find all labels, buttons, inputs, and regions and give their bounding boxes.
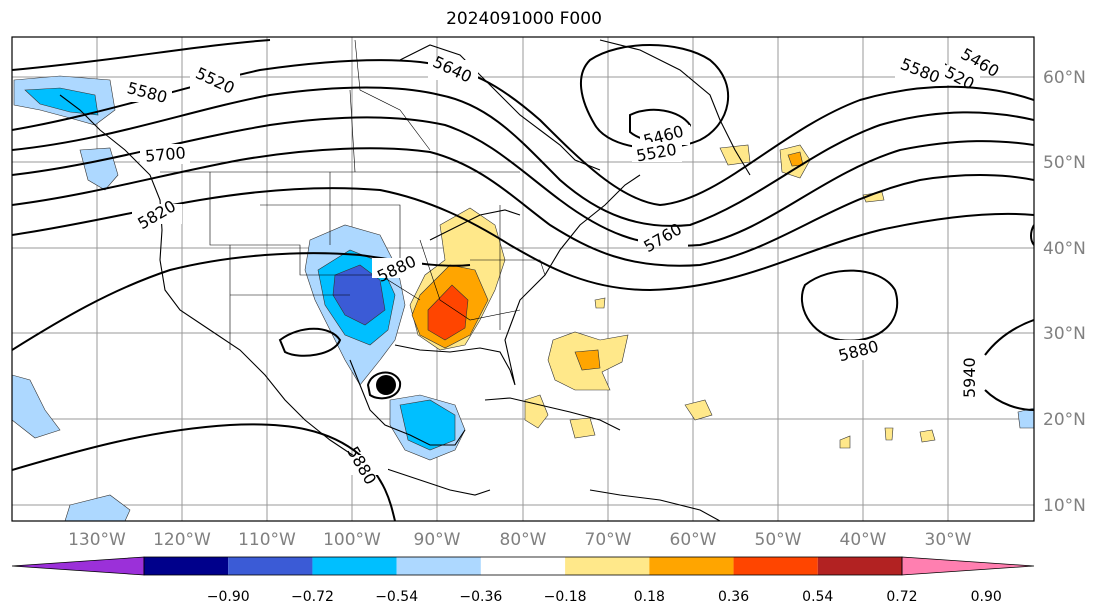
colorbar-segment bbox=[312, 557, 397, 575]
contour-label: 5940 bbox=[960, 357, 979, 398]
lat-label: 30°N bbox=[1043, 324, 1086, 344]
colorbar-tick-label: −0.90 bbox=[207, 589, 250, 605]
colorbar-tick-label: −0.36 bbox=[459, 589, 502, 605]
map-border bbox=[11, 36, 1035, 522]
colorbar-extend-high bbox=[901, 556, 1035, 576]
colorbar-segment bbox=[396, 557, 481, 575]
lon-label: 70°W bbox=[585, 530, 632, 550]
colorbar-tick-label: −0.18 bbox=[544, 589, 587, 605]
lon-label: 130°W bbox=[68, 530, 126, 550]
lon-label: 80°W bbox=[500, 530, 547, 550]
lon-label: 100°W bbox=[323, 530, 381, 550]
colorbar-tick-labels: −0.90 −0.72 −0.54 −0.36 −0.18 0.18 0.36 … bbox=[207, 589, 1002, 605]
coastlines bbox=[59, 39, 751, 521]
colorbar-segment bbox=[228, 557, 313, 575]
colorbar-segment bbox=[144, 557, 229, 575]
lat-label: 10°N bbox=[1043, 496, 1086, 516]
colorbar-tick-label: 0.36 bbox=[718, 589, 749, 605]
colorbar-extend-low bbox=[11, 556, 145, 576]
longitude-labels: 130°W 120°W 110°W 100°W 90°W 80°W 70°W 6… bbox=[68, 530, 972, 550]
colorbar bbox=[11, 556, 1035, 576]
colorbar-tick-label: 0.72 bbox=[886, 589, 917, 605]
state-borders bbox=[160, 39, 546, 350]
lat-label: 20°N bbox=[1043, 410, 1086, 430]
contour-label: 5700 bbox=[144, 143, 186, 165]
colorbar-tick-label: 0.54 bbox=[802, 589, 833, 605]
lat-label: 60°N bbox=[1043, 68, 1086, 88]
lon-label: 50°W bbox=[755, 530, 802, 550]
lon-label: 90°W bbox=[414, 530, 461, 550]
colorbar-segment bbox=[733, 557, 818, 575]
latitude-labels: 60°N 50°N 40°N 30°N 20°N 10°N bbox=[1043, 68, 1086, 516]
lon-label: 110°W bbox=[238, 530, 296, 550]
lon-label: 60°W bbox=[670, 530, 717, 550]
colorbar-tick-label: 0.90 bbox=[971, 589, 1002, 605]
colorbar-segment bbox=[817, 557, 902, 575]
colorbar-tick-label: −0.72 bbox=[291, 589, 334, 605]
lon-label: 30°W bbox=[925, 530, 972, 550]
colorbar-segment bbox=[480, 557, 566, 575]
height-contours bbox=[12, 39, 1034, 521]
storm-center-marker bbox=[376, 375, 396, 395]
colorbar-outline bbox=[143, 556, 903, 576]
colorbar-tick-label: 0.18 bbox=[634, 589, 665, 605]
lat-label: 50°N bbox=[1043, 153, 1086, 173]
colorbar-segment bbox=[649, 557, 734, 575]
colorbar-tick-label: −0.54 bbox=[375, 589, 418, 605]
lon-label: 40°W bbox=[840, 530, 887, 550]
map-title: 2024091000 F000 bbox=[446, 9, 602, 29]
lat-label: 40°N bbox=[1043, 239, 1086, 259]
lon-label: 120°W bbox=[153, 530, 211, 550]
colorbar-segment bbox=[565, 557, 650, 575]
